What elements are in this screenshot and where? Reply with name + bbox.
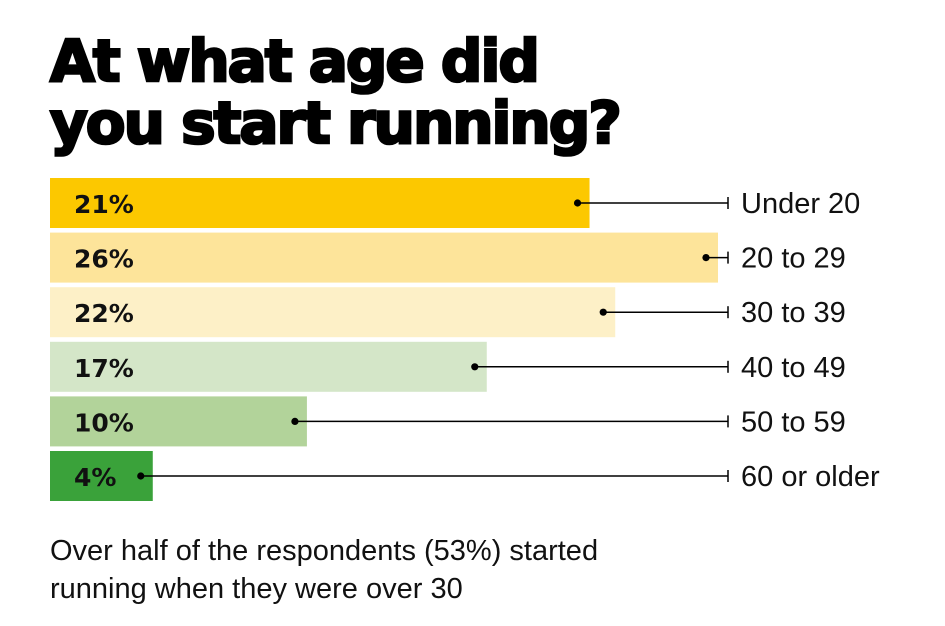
category-label: 20 to 29 xyxy=(741,243,846,275)
bar xyxy=(50,451,153,501)
bar-value-label: 10% xyxy=(74,408,134,437)
bar-group: 26% 20 to 29 xyxy=(50,232,846,283)
category-label: 40 to 49 xyxy=(741,352,846,384)
bar-group: 17% 40 to 49 xyxy=(50,341,846,392)
bar-value-label: 22% xyxy=(74,299,134,328)
caption-line-1: Over half of the respondents (53%) start… xyxy=(50,535,599,567)
bar xyxy=(50,396,307,447)
category-label: 50 to 59 xyxy=(741,406,846,438)
bar-value-label: 17% xyxy=(74,354,134,383)
leader-dot xyxy=(137,472,145,480)
bar xyxy=(50,232,718,283)
bar-value-label: 4% xyxy=(74,463,116,492)
bar-value-label: 26% xyxy=(74,245,134,274)
leader-dot xyxy=(573,199,582,207)
leader-dot xyxy=(291,417,299,425)
bar xyxy=(50,287,616,338)
bar xyxy=(50,341,487,392)
title-line-1: At what age did xyxy=(49,27,541,95)
title-line-2: you start running? xyxy=(49,89,623,157)
chart-title: At what age did you start running? xyxy=(49,27,623,157)
bar-group: 22% 30 to 39 xyxy=(50,287,846,338)
category-label: Under 20 xyxy=(741,188,860,220)
bar-group: 4% 60 or older xyxy=(50,451,880,501)
bar-group: 10% 50 to 59 xyxy=(50,396,846,447)
leader-dot xyxy=(702,254,710,262)
caption-line-2: running when they were over 30 xyxy=(50,573,463,605)
category-label: 30 to 39 xyxy=(741,297,846,329)
leader-dot xyxy=(599,308,607,316)
chart-caption: Over half of the respondents (53%) start… xyxy=(50,532,598,608)
category-label: 60 or older xyxy=(741,461,880,493)
bar-group: 21% Under 20 xyxy=(50,178,860,228)
leader-dot xyxy=(471,363,479,371)
bar xyxy=(50,178,590,228)
bar-value-label: 21% xyxy=(74,190,134,219)
